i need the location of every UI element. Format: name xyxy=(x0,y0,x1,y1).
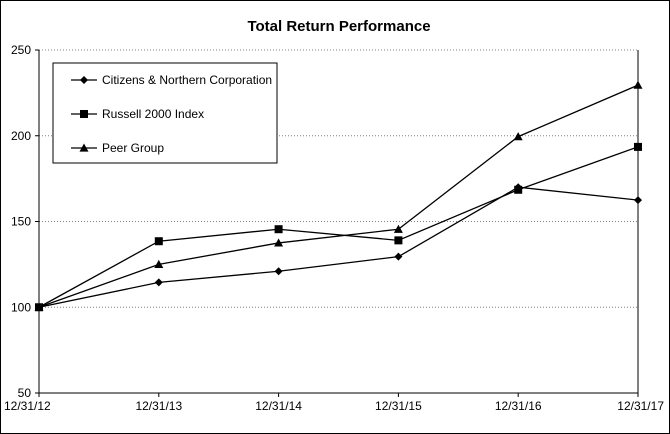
series-line xyxy=(38,84,639,308)
legend: Citizens & Northern Corporation Russell 2… xyxy=(52,62,278,164)
legend-label: Peer Group xyxy=(102,141,164,155)
data-point-diamond xyxy=(634,196,642,205)
legend-label: Russell 2000 Index xyxy=(102,107,204,121)
series-line xyxy=(38,146,639,308)
y-tick-label: 50 xyxy=(18,386,32,400)
data-point-square xyxy=(634,142,642,151)
data-point-square xyxy=(394,236,403,245)
data-point-diamond xyxy=(154,278,163,287)
data-point-square xyxy=(80,110,88,118)
data-point-triangle xyxy=(79,143,89,152)
x-tick-label: 12/31/16 xyxy=(495,399,542,413)
data-point-square xyxy=(154,237,163,246)
chart-title: Total Return Performance xyxy=(247,18,430,35)
series-line xyxy=(38,186,639,308)
x-axis-ticks: 12/31/12 12/31/13 12/31/14 12/31/15 12/31/16… xyxy=(4,393,664,413)
data-point-triangle xyxy=(154,259,164,268)
x-tick-label: 12/31/13 xyxy=(135,399,182,413)
x-tick-label: 12/31/12 xyxy=(4,399,51,413)
data-point-triangle xyxy=(393,224,403,233)
data-point-triangle xyxy=(633,80,643,89)
x-tick-label: 12/31/14 xyxy=(255,399,302,413)
y-tick-label: 200 xyxy=(11,129,31,143)
y-tick-label: 100 xyxy=(11,300,31,314)
x-tick-label: 12/31/15 xyxy=(375,399,422,413)
y-axis-ticks: 50 100 150 200 250 xyxy=(11,43,39,400)
data-point-diamond xyxy=(274,267,283,276)
series-lines xyxy=(38,84,639,308)
y-tick-label: 250 xyxy=(11,43,31,57)
data-point-diamond xyxy=(80,76,88,84)
data-point-triangle xyxy=(274,238,284,247)
legend-label: Citizens & Northern Corporation xyxy=(102,73,272,87)
y-tick-label: 150 xyxy=(11,215,31,229)
data-point-square xyxy=(274,225,283,234)
data-point-triangle xyxy=(513,132,523,141)
data-point-diamond xyxy=(394,252,403,261)
data-point-triangle xyxy=(34,302,44,311)
series-markers xyxy=(34,80,643,312)
data-point-square xyxy=(514,185,523,194)
x-tick-label: 12/31/17 xyxy=(617,399,664,413)
